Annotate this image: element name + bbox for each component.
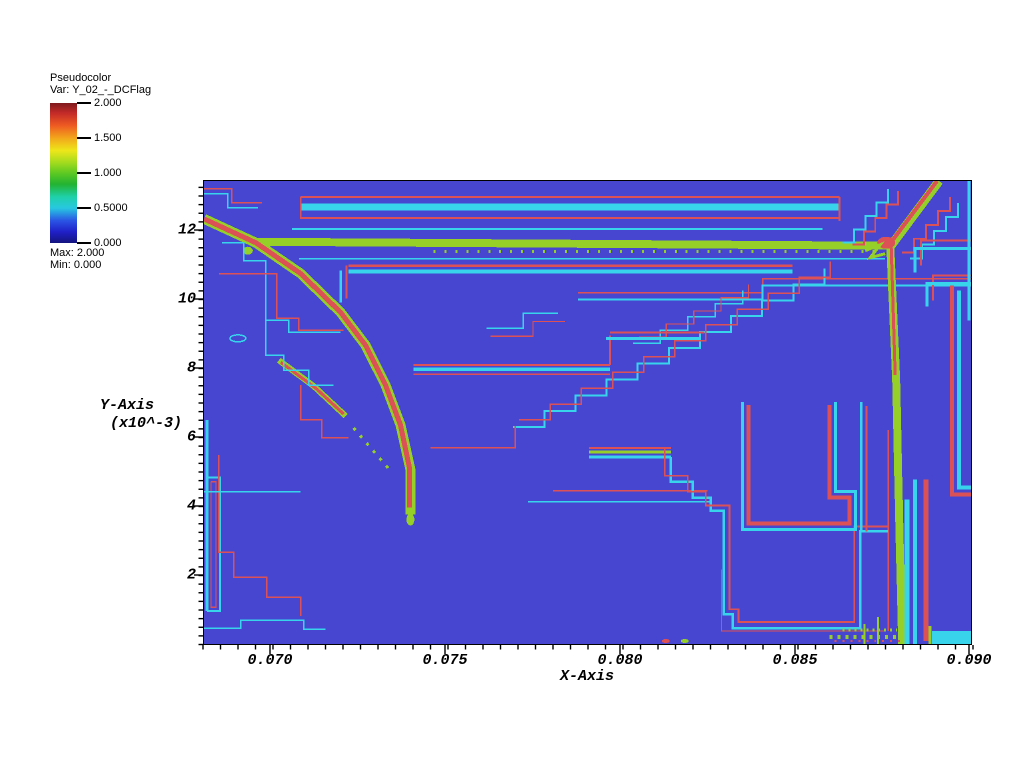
colorbar-ticks: 2.000 1.500 1.000 0.5000 0.000 — [50, 97, 200, 249]
y-tick-label: 2 — [186, 566, 196, 584]
colorbar-tick-label: 0.000 — [94, 237, 122, 249]
y-axis-title-name: Y-Axis — [100, 397, 155, 414]
y-tick-label: 12 — [177, 221, 196, 239]
colorbar-tick-mark — [77, 137, 91, 139]
colorbar-tick-label: 0.5000 — [94, 202, 128, 214]
legend-min-value: Min: 0.000 — [50, 259, 102, 271]
colorbar-tick-label: 1.000 — [94, 167, 122, 179]
legend-title: Pseudocolor — [50, 72, 112, 84]
legend-variable-name: Var: Y_02_-_DCFlag — [50, 84, 152, 96]
colorbar-tick-mark — [77, 172, 91, 174]
colorbar-gradient — [50, 103, 77, 243]
x-tick-label: 0.085 — [772, 652, 818, 669]
x-axis-title: X-Axis — [559, 668, 615, 685]
colorbar-tick-mark — [77, 242, 91, 244]
colorbar-tick-label: 1.500 — [94, 132, 122, 144]
y-tick-label: 4 — [186, 497, 196, 515]
pseudocolor-field — [204, 181, 971, 644]
y-axis-title: Y-Axis (x10^-3) — [100, 397, 182, 433]
x-tick-label: 0.070 — [247, 652, 293, 669]
y-tick-label: 8 — [186, 359, 196, 377]
colorbar-tick-mark — [77, 102, 91, 104]
y-axis-title-scale: (x10^-3) — [110, 415, 183, 432]
x-tick-label: 0.075 — [422, 652, 468, 669]
y-tick-label: 6 — [186, 428, 196, 446]
colorbar-tick-label: 2.000 — [94, 97, 122, 109]
y-tick-label: 10 — [177, 290, 196, 308]
x-tick-label: 0.080 — [597, 652, 643, 669]
legend-max-value: Max: 2.000 — [50, 247, 105, 259]
plot-area[interactable] — [203, 180, 972, 645]
x-tick-label: 0.090 — [946, 652, 992, 669]
colorbar-tick-mark — [77, 207, 91, 209]
